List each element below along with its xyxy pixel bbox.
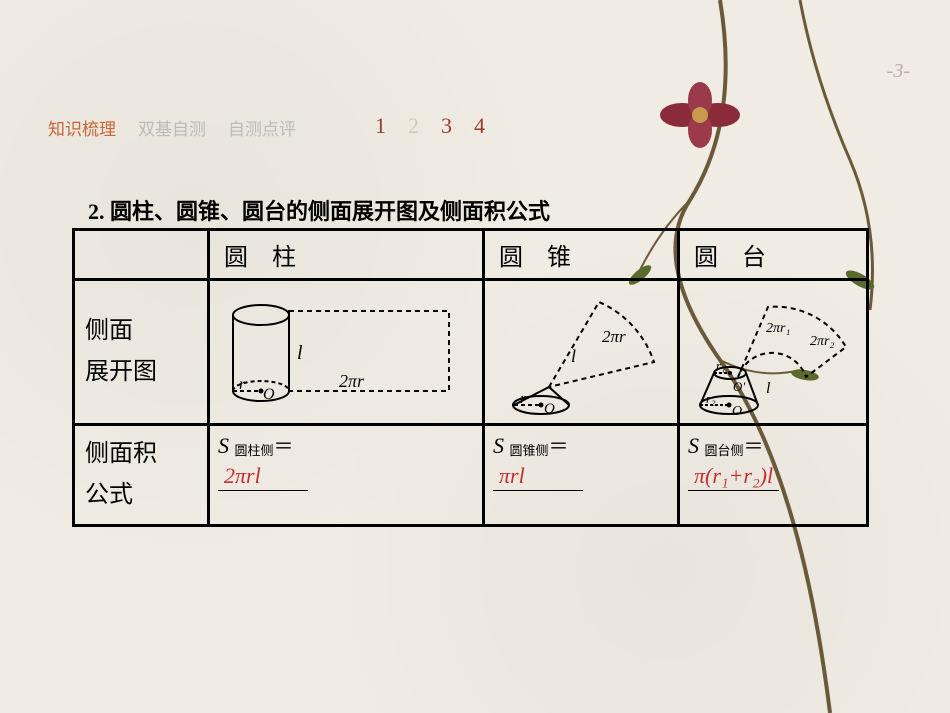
rowlabel-formula: 侧面积 公式 xyxy=(74,425,209,526)
section-num-2[interactable]: 2 xyxy=(408,113,419,139)
svg-text:l: l xyxy=(766,380,771,397)
svg-text:2πr₂: 2πr₂ xyxy=(810,334,834,349)
section-nums: 1 2 3 4 xyxy=(375,113,485,139)
table-row-diagram: 侧面 展开图 r O l 2πr xyxy=(74,280,868,425)
svg-text:2πr₁: 2πr₁ xyxy=(766,321,790,336)
answer-cone: πrl xyxy=(493,463,583,491)
formula-cone: S 圆锥侧＝ πrl xyxy=(484,425,679,526)
page-number: -3- xyxy=(887,60,910,83)
rowlabel-diagram: 侧面 展开图 xyxy=(74,280,209,425)
answer-cylinder: 2πrl xyxy=(218,463,308,491)
svg-text:O: O xyxy=(544,401,555,417)
svg-text:l: l xyxy=(571,346,576,366)
header-cylinder: 圆柱 xyxy=(209,230,484,280)
tab-knowledge[interactable]: 知识梳理 xyxy=(48,115,116,140)
formula-table: 圆柱 圆锥 圆台 侧面 展开图 r O l 2πr xyxy=(72,228,869,527)
header-empty xyxy=(74,230,209,280)
answer-frustum: π(r₁+r₂)l xyxy=(688,463,779,491)
diagram-frustum: r₁ r₂ O' O l 2πr₁ 2πr₂ xyxy=(679,280,868,425)
formula-frustum: S 圆台侧＝ π(r₁+r₂)l xyxy=(679,425,868,526)
svg-text:O': O' xyxy=(733,379,745,394)
svg-text:2πr: 2πr xyxy=(339,371,365,391)
section-title: 2. 圆柱、圆锥、圆台的侧面展开图及侧面积公式 xyxy=(88,194,550,226)
header-frustum: 圆台 xyxy=(679,230,868,280)
svg-text:r₂: r₂ xyxy=(706,391,716,406)
svg-text:r: r xyxy=(520,391,526,407)
tab-self-review[interactable]: 自测点评 xyxy=(228,115,296,140)
svg-text:r: r xyxy=(239,376,246,393)
svg-text:l: l xyxy=(297,342,303,364)
svg-text:r₁: r₁ xyxy=(716,358,726,373)
diagram-cone: r O l 2πr xyxy=(484,280,679,425)
table-row-formula: 侧面积 公式 S 圆柱侧＝ 2πrl S 圆锥侧＝ πrl S 圆台侧＝ π(r… xyxy=(74,425,868,526)
svg-text:O: O xyxy=(263,386,275,403)
section-num-1[interactable]: 1 xyxy=(375,113,386,139)
table-header-row: 圆柱 圆锥 圆台 xyxy=(74,230,868,280)
tab-bar: 知识梳理 双基自测 自测点评 xyxy=(48,115,296,140)
formula-cylinder: S 圆柱侧＝ 2πrl xyxy=(209,425,484,526)
header-cone: 圆锥 xyxy=(484,230,679,280)
svg-text:O: O xyxy=(732,404,742,417)
svg-text:2πr: 2πr xyxy=(602,327,626,346)
section-num-3[interactable]: 3 xyxy=(441,113,452,139)
section-num-4[interactable]: 4 xyxy=(474,113,485,139)
tab-dual-test[interactable]: 双基自测 xyxy=(138,115,206,140)
diagram-cylinder: r O l 2πr xyxy=(209,280,484,425)
